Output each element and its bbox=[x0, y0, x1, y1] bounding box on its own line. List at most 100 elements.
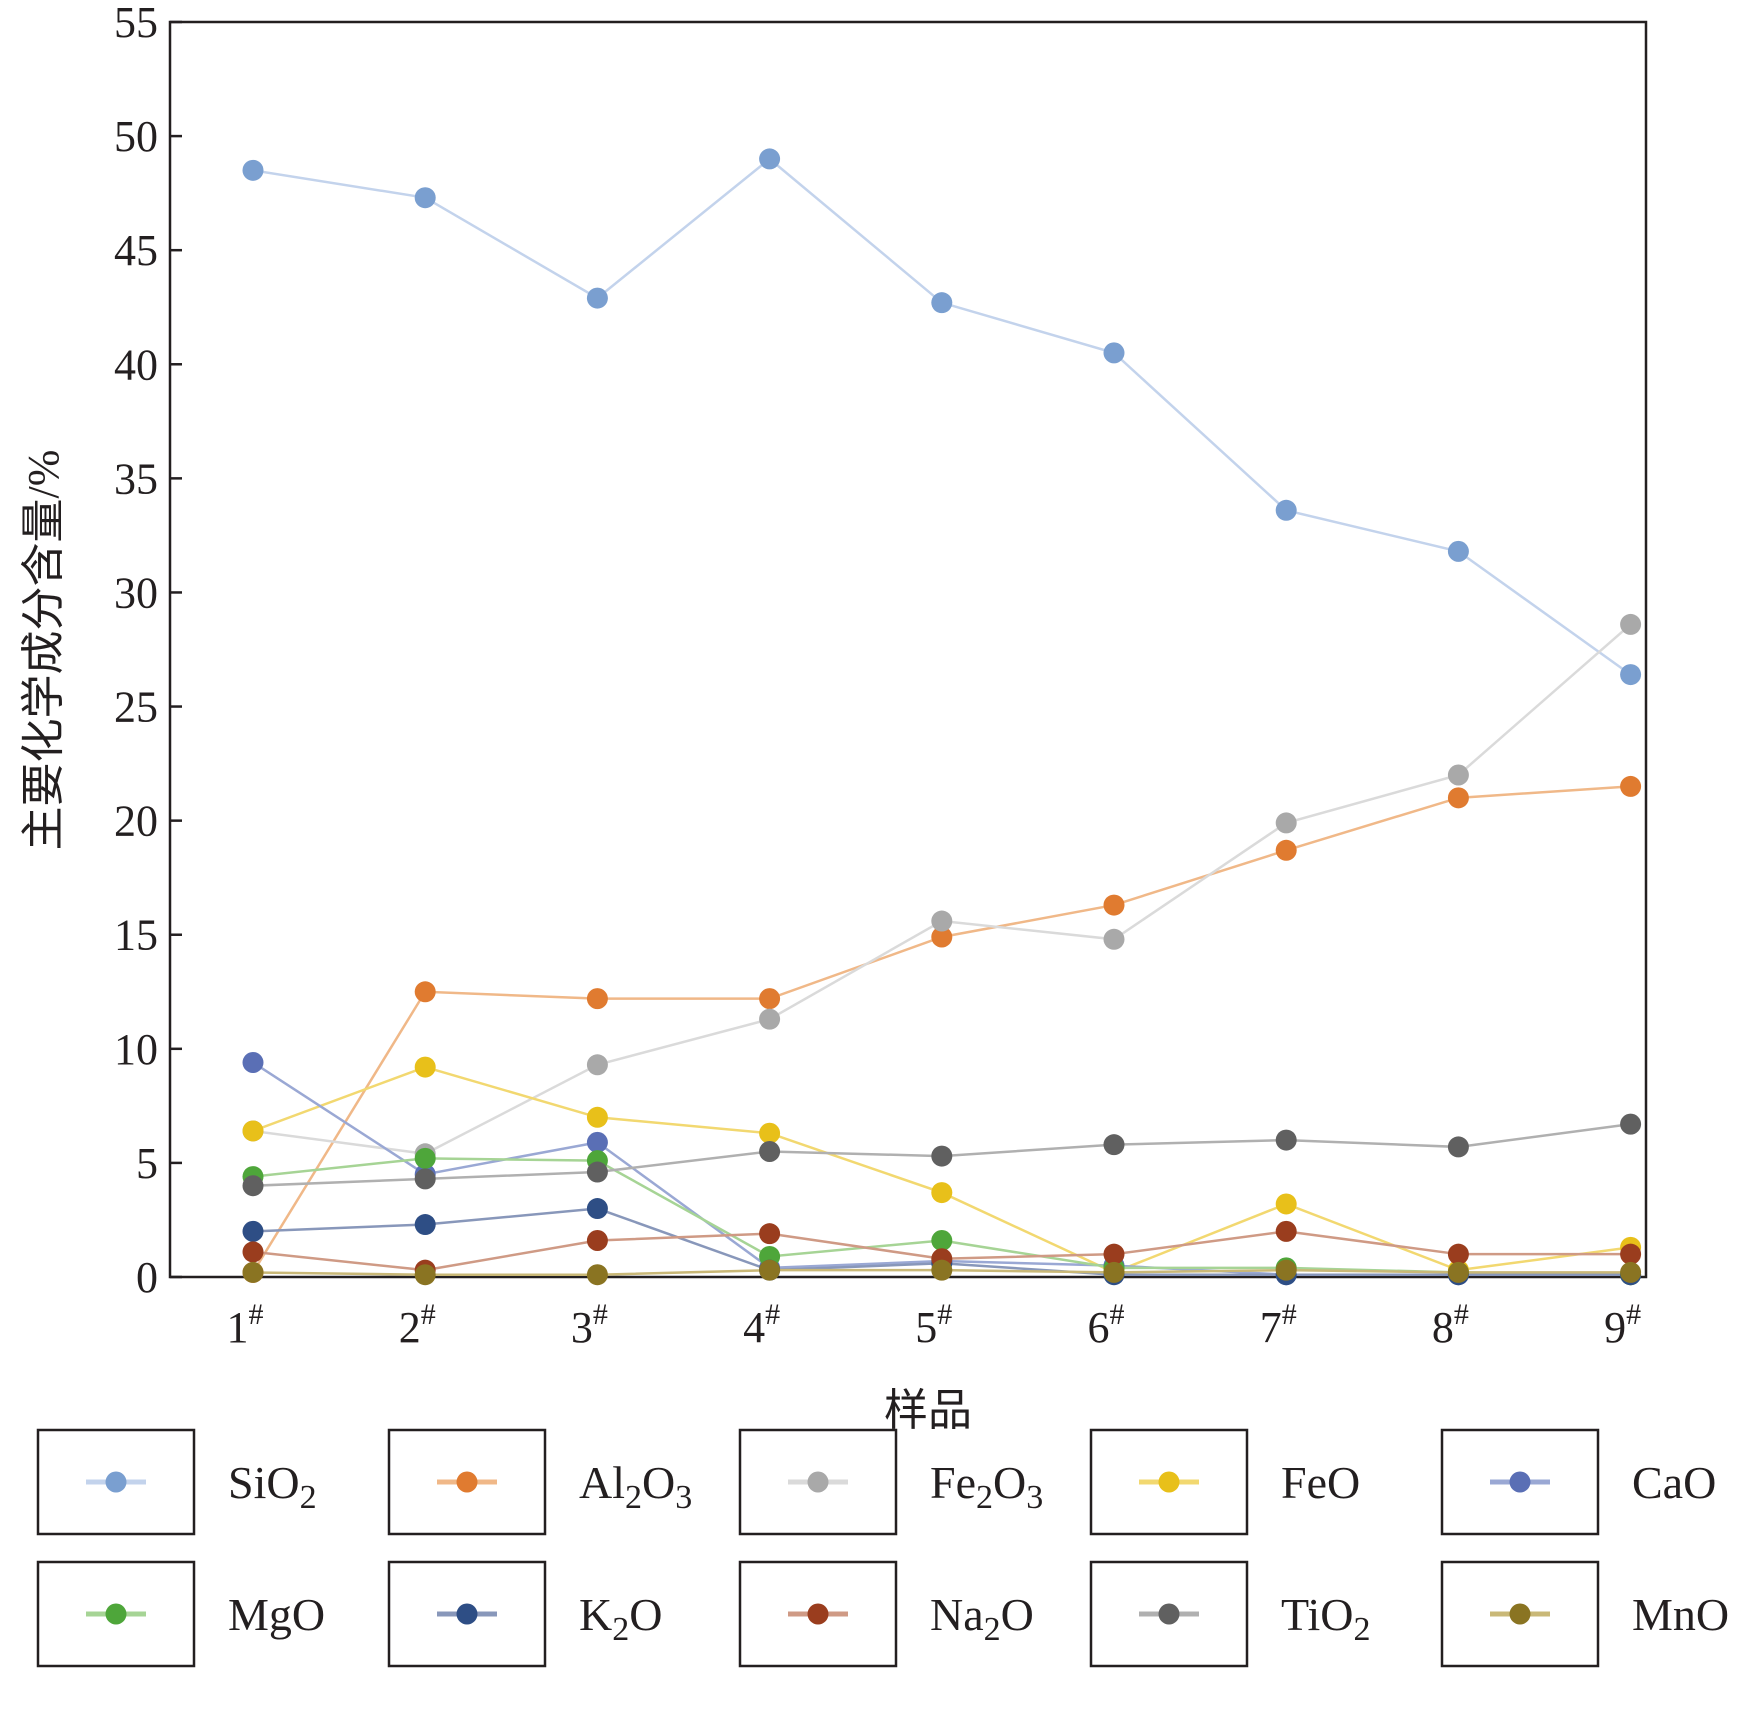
data-point bbox=[1103, 1261, 1125, 1283]
data-point bbox=[242, 1220, 264, 1242]
legend-label: SiO2 bbox=[228, 1457, 317, 1516]
x-axis-ticks: 1# 2# 3# 4# 5# 6# 7# 8# 9# bbox=[227, 1265, 1641, 1352]
legend-box bbox=[1440, 1560, 1600, 1668]
legend-box bbox=[387, 1560, 547, 1668]
series-line bbox=[252, 623, 1632, 1156]
x-tick-label: 1# bbox=[227, 1298, 264, 1352]
legend-label-sub: 2 bbox=[976, 1479, 993, 1516]
y-tick-label: 10 bbox=[114, 1025, 158, 1074]
x-axis-label: 样品 bbox=[884, 1386, 972, 1435]
legend-item: Fe2O3 bbox=[738, 1428, 1043, 1536]
data-point bbox=[1447, 540, 1469, 562]
y-tick-label: 20 bbox=[114, 797, 158, 846]
legend-marker bbox=[105, 1603, 127, 1625]
legend-label-main: Al bbox=[579, 1457, 625, 1508]
x-tick-label: 6# bbox=[1088, 1298, 1125, 1352]
x-tick-suffix: # bbox=[421, 1298, 436, 1331]
legend-label-sub: 2 bbox=[612, 1611, 629, 1648]
data-point bbox=[1447, 1261, 1469, 1283]
y-tick-label: 50 bbox=[114, 112, 158, 161]
data-point bbox=[586, 1198, 608, 1220]
legend-label: MgO bbox=[228, 1589, 325, 1640]
legend-marker bbox=[1158, 1471, 1180, 1493]
data-point bbox=[242, 1052, 264, 1074]
data-point bbox=[1103, 894, 1125, 916]
data-point bbox=[586, 1229, 608, 1251]
x-tick-number: 9 bbox=[1604, 1303, 1626, 1352]
legend-item: FeO bbox=[1089, 1428, 1360, 1536]
x-tick-suffix: # bbox=[937, 1298, 952, 1331]
legend-label-post: O bbox=[1001, 1589, 1034, 1640]
y-axis-ticks: 0 5 10 15 20 25 30 35 40 45 50 55 bbox=[114, 0, 182, 1302]
y-tick-label: 0 bbox=[136, 1253, 158, 1302]
legend-marker bbox=[807, 1471, 829, 1493]
legend-label: MnO bbox=[1632, 1589, 1729, 1640]
legend-label-post: O bbox=[993, 1457, 1026, 1508]
x-tick-label: 9# bbox=[1604, 1298, 1641, 1352]
legend-marker bbox=[456, 1471, 478, 1493]
data-point bbox=[586, 1106, 608, 1128]
legend-box bbox=[1089, 1560, 1249, 1668]
data-point bbox=[586, 1264, 608, 1286]
legend-label-main: K bbox=[579, 1589, 612, 1640]
data-point bbox=[1447, 764, 1469, 786]
data-point bbox=[759, 1008, 781, 1030]
y-tick-label: 55 bbox=[114, 0, 158, 47]
legend-label-main: CaO bbox=[1632, 1457, 1716, 1508]
data-point bbox=[1620, 1243, 1642, 1265]
legend-label-main: TiO bbox=[1281, 1589, 1353, 1640]
x-tick-number: 1 bbox=[227, 1303, 249, 1352]
x-tick-label: 5# bbox=[915, 1298, 952, 1352]
legend-box bbox=[387, 1428, 547, 1536]
data-point bbox=[931, 910, 953, 932]
data-point bbox=[1620, 1261, 1642, 1283]
legend-label-sub: 2 bbox=[300, 1479, 317, 1516]
data-point bbox=[759, 1223, 781, 1245]
data-point bbox=[414, 1168, 436, 1190]
legend-label: Al2O3 bbox=[579, 1457, 692, 1516]
legend-marker bbox=[1509, 1471, 1531, 1493]
x-tick-number: 8 bbox=[1432, 1303, 1454, 1352]
legend-label-main: MgO bbox=[228, 1589, 325, 1640]
legend-label-post: O bbox=[629, 1589, 662, 1640]
data-point bbox=[759, 988, 781, 1010]
data-point bbox=[414, 1056, 436, 1078]
legend-label-sub2: 3 bbox=[1026, 1479, 1043, 1516]
series-points bbox=[242, 148, 1642, 1286]
data-point bbox=[586, 1054, 608, 1076]
y-tick-label: 5 bbox=[136, 1139, 158, 1188]
legend-label-sub: 2 bbox=[625, 1479, 642, 1516]
data-point bbox=[242, 159, 264, 181]
x-tick-number: 4 bbox=[743, 1303, 765, 1352]
data-point bbox=[759, 1259, 781, 1281]
data-point bbox=[586, 287, 608, 309]
legend-label-main: FeO bbox=[1281, 1457, 1360, 1508]
data-point bbox=[1620, 613, 1642, 635]
data-point bbox=[242, 1241, 264, 1263]
data-point bbox=[1275, 1129, 1297, 1151]
data-point bbox=[1275, 1259, 1297, 1281]
data-point bbox=[931, 1229, 953, 1251]
data-point bbox=[1103, 342, 1125, 364]
data-point bbox=[1275, 499, 1297, 521]
data-point bbox=[586, 1161, 608, 1183]
legend-label-main: Fe bbox=[930, 1457, 976, 1508]
x-tick-number: 6 bbox=[1088, 1303, 1110, 1352]
data-point bbox=[242, 1120, 264, 1142]
legend-label-main: Na bbox=[930, 1589, 984, 1640]
legend-label-sub2: 3 bbox=[675, 1479, 692, 1516]
data-point bbox=[759, 1122, 781, 1144]
y-tick-label: 25 bbox=[114, 683, 158, 732]
legend-box bbox=[1440, 1428, 1600, 1536]
data-point bbox=[1103, 928, 1125, 950]
x-tick-suffix: # bbox=[593, 1298, 608, 1331]
data-point bbox=[1275, 1220, 1297, 1242]
y-tick-label: 35 bbox=[114, 454, 158, 503]
legend-label: Fe2O3 bbox=[930, 1457, 1043, 1516]
x-tick-label: 7# bbox=[1260, 1298, 1297, 1352]
legend-label-main: SiO bbox=[228, 1457, 300, 1508]
data-point bbox=[931, 1259, 953, 1281]
x-tick-label: 2# bbox=[399, 1298, 436, 1352]
legend-item: MgO bbox=[36, 1560, 325, 1668]
